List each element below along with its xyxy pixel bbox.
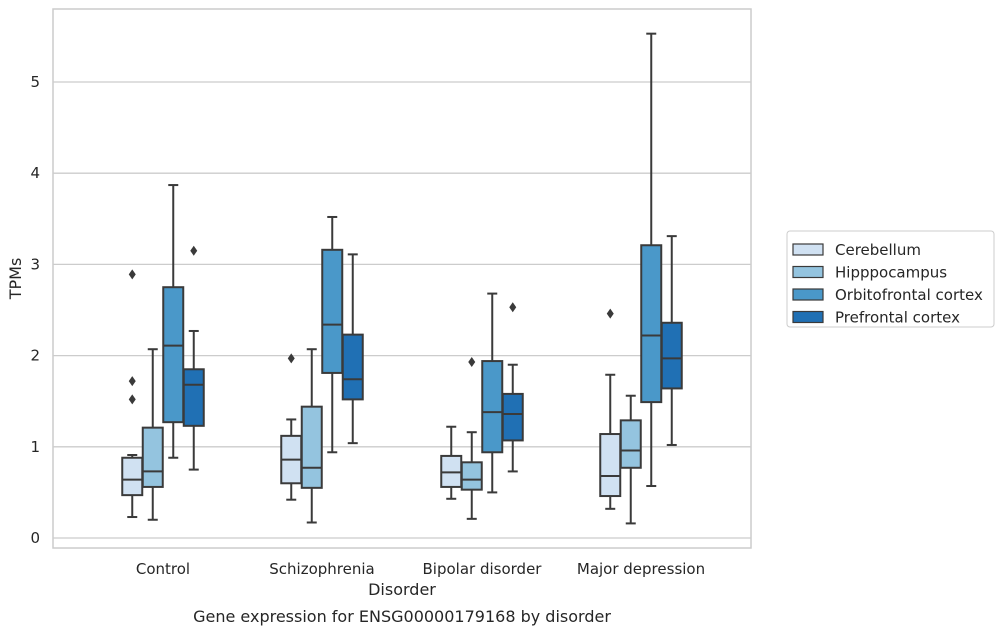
box-group (481, 292, 504, 494)
box (460, 461, 483, 491)
legend-swatch (792, 265, 824, 279)
legend-swatch (792, 288, 824, 301)
box-group (460, 356, 483, 520)
box (182, 368, 205, 427)
y-axis-title: TPMs (6, 258, 25, 301)
box-group (619, 394, 642, 525)
x-tick-label: Schizophrenia (269, 560, 374, 578)
y-tick-label: 3 (30, 255, 40, 273)
legend: Cerebellum Hipppocampus Orbitofrontal cort… (786, 230, 995, 328)
legend-frame (786, 230, 995, 328)
box-group (341, 253, 364, 445)
box (321, 248, 344, 374)
box (599, 433, 622, 498)
legend-swatch (792, 243, 824, 256)
box-group (280, 353, 303, 501)
x-tick-label: Control (136, 560, 190, 578)
box (619, 419, 642, 469)
box-group (321, 215, 344, 454)
outlier-point (128, 376, 136, 387)
box-group (660, 235, 683, 446)
x-axis-title: Disorder (368, 580, 436, 599)
chart-caption: Gene expression for ENSG00000179168 by d… (193, 607, 611, 626)
box-group (162, 184, 185, 459)
box (660, 321, 683, 390)
legend-label: Orbitofrontal cortex (835, 286, 983, 304)
box-group (599, 308, 622, 510)
y-tick-label: 4 (30, 164, 40, 182)
box-group (121, 269, 144, 519)
box (141, 426, 164, 488)
box-group (640, 32, 663, 488)
box (640, 244, 663, 404)
y-tick-label: 2 (30, 347, 40, 365)
box (481, 360, 504, 454)
plot-frame (52, 8, 752, 549)
y-tick-label: 5 (30, 73, 40, 91)
box (501, 392, 524, 442)
y-tick-label: 1 (30, 438, 40, 456)
y-axis-ticks: 0 1 2 3 4 5 (30, 73, 40, 547)
y-tick-label: 0 (30, 529, 40, 547)
box-plot-area (121, 32, 683, 525)
box-group (440, 425, 463, 500)
legend-label: Cerebellum (835, 241, 921, 259)
outlier-point (128, 394, 136, 405)
box-group (300, 348, 323, 524)
box (162, 286, 185, 424)
outlier-point (128, 269, 136, 280)
outlier-point (509, 302, 517, 313)
box-group (501, 302, 524, 473)
box-group (141, 348, 164, 521)
box (121, 456, 144, 497)
outlier-point (287, 353, 295, 364)
legend-label: Prefrontal cortex (835, 309, 960, 327)
legend-label: Hipppocampus (835, 264, 947, 282)
legend-swatch (792, 310, 824, 324)
x-tick-label: Major depression (577, 560, 705, 578)
box (300, 405, 323, 489)
outlier-point (606, 308, 614, 319)
x-tick-label: Bipolar disorder (423, 560, 543, 578)
x-axis-ticks: Control Schizophrenia Bipolar disorder Majo… (136, 560, 705, 578)
outlier-point (468, 356, 476, 367)
box (341, 333, 364, 401)
box-group (182, 245, 205, 471)
outlier-point (190, 245, 198, 256)
